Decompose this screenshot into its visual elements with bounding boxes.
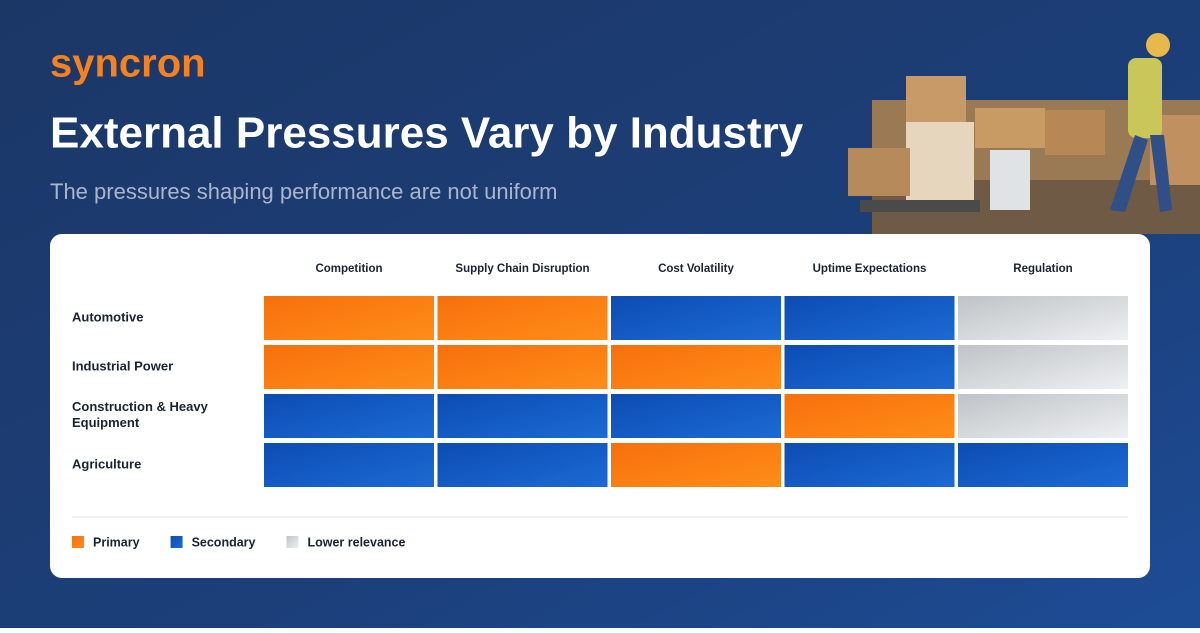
matrix: Competition Supply Chain Disruption Cost V… xyxy=(72,263,1128,549)
matrix-cell xyxy=(264,394,434,438)
matrix-cell xyxy=(958,345,1128,389)
matrix-cell xyxy=(264,345,434,389)
matrix-cell xyxy=(264,296,434,340)
row-label: Agriculture xyxy=(72,456,141,471)
row-label: Industrial Power xyxy=(72,358,173,373)
logo: syncron xyxy=(50,42,206,86)
matrix-cell xyxy=(784,345,955,389)
row-label: Automotive xyxy=(72,309,144,324)
column-header: Supply Chain Disruption xyxy=(455,263,589,275)
warehouse-photo xyxy=(848,33,1200,234)
matrix-cell xyxy=(437,345,608,389)
title: External Pressures Vary by Industry xyxy=(50,109,804,158)
matrix-cell xyxy=(958,394,1128,438)
column-header: Regulation xyxy=(1013,263,1072,275)
matrix-cell xyxy=(958,296,1128,340)
matrix-cell xyxy=(784,296,955,340)
legend-swatch xyxy=(72,536,84,548)
matrix-cell xyxy=(784,443,955,487)
subtitle: The pressures shaping performance are no… xyxy=(50,179,557,204)
matrix-cell xyxy=(958,443,1128,487)
matrix-cell xyxy=(611,394,781,438)
matrix-cell xyxy=(611,443,781,487)
legend-label: Lower relevance xyxy=(307,535,405,549)
legend-label: Primary xyxy=(93,535,140,549)
legend-label: Secondary xyxy=(192,535,256,549)
matrix-cell xyxy=(264,443,434,487)
column-header: Uptime Expectations xyxy=(813,263,927,275)
matrix-cell xyxy=(784,394,955,438)
row-label: Construction & Heavy Equipment xyxy=(72,399,209,430)
matrix-cell xyxy=(437,443,608,487)
matrix-cell xyxy=(437,394,608,438)
legend-swatch xyxy=(286,536,299,548)
legend-swatch xyxy=(170,536,183,548)
column-header: Competition xyxy=(315,263,382,275)
column-header: Cost Volatility xyxy=(658,263,734,275)
matrix-cell xyxy=(611,296,781,340)
matrix-cell xyxy=(611,345,781,389)
matrix-cell xyxy=(437,296,608,340)
